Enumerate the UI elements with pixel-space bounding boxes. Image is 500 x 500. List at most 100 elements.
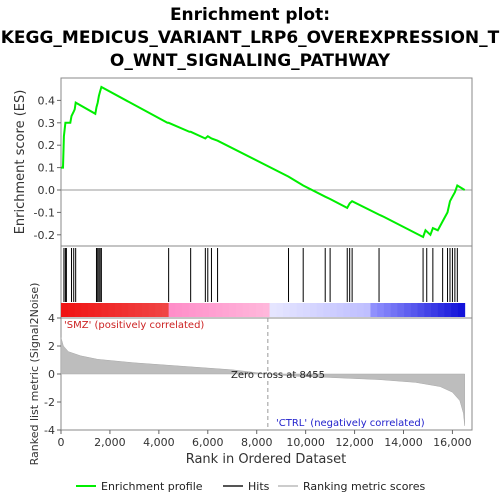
- legend-hits-label: Hits: [248, 480, 270, 493]
- plot-title-line1: Enrichment plot:: [170, 5, 330, 25]
- es-y-tick-label: 0.3: [38, 117, 56, 130]
- rank-color-segment: [330, 303, 338, 317]
- rank-color-segment: [370, 303, 378, 317]
- legend-enrichment-label: Enrichment profile: [101, 480, 203, 493]
- rank-color-segment: [94, 303, 102, 317]
- x-tick-label: 0: [58, 436, 65, 449]
- metric-y-tick-label: 2: [48, 340, 55, 353]
- rank-color-segment: [350, 303, 358, 317]
- rank-color-segment: [323, 303, 331, 317]
- enrichment-profile-group: [61, 85, 466, 239]
- rank-color-segment: [182, 303, 190, 317]
- rank-color-segment: [390, 303, 398, 317]
- x-tick-label: 16,000: [433, 436, 472, 449]
- x-axis-ticks: 0 2,000 4,000 6,000 8,000 10,000 12,000 14,000 1…: [58, 430, 472, 449]
- rank-color-segment: [141, 303, 149, 317]
- x-tick-label: 2,000: [94, 436, 126, 449]
- rank-color-segment: [437, 303, 445, 317]
- rank-color-segment: [148, 303, 156, 317]
- x-tick-label: 10,000: [286, 436, 325, 449]
- rank-color-segment: [276, 303, 284, 317]
- es-y-tick-label: -0.1: [34, 206, 55, 219]
- rank-color-segment: [135, 303, 143, 317]
- es-y-tick-label: 0.1: [38, 162, 56, 175]
- metric-y-tick-label: 0: [48, 368, 55, 381]
- metric-y-tick-label: -4: [44, 424, 55, 437]
- es-y-tick-label: 0.2: [38, 139, 56, 152]
- rank-color-segment: [188, 303, 197, 317]
- rank-color-segment: [404, 303, 412, 317]
- ranked-metric-area: [60, 337, 465, 426]
- x-tick-label: 4,000: [143, 436, 175, 449]
- rank-color-segment: [410, 303, 419, 317]
- rank-color-segment: [168, 303, 176, 317]
- rank-color-segment: [155, 303, 163, 317]
- rank-color-segment: [242, 303, 250, 317]
- x-tick-label: 12,000: [335, 436, 374, 449]
- rank-color-segment: [383, 303, 392, 317]
- es-y-tick-label: 0.4: [38, 94, 56, 107]
- x-tick-label: 14,000: [384, 436, 423, 449]
- rank-color-segment: [249, 303, 257, 317]
- metric-area-group: [60, 318, 465, 430]
- es-y-axis-ticks: -0.2 -0.1 0.0 0.1 0.2 0.3 0.4: [34, 94, 61, 242]
- x-axis-label: Rank in Ordered Dataset: [186, 452, 347, 467]
- rank-color-segment: [128, 303, 136, 317]
- es-y-tick-label: 0.0: [38, 184, 56, 197]
- rank-color-segment: [444, 303, 452, 317]
- rank-color-segment: [417, 303, 425, 317]
- rank-color-segment: [397, 303, 405, 317]
- rank-color-segment: [451, 303, 459, 317]
- legend-metric-label: Ranking metric scores: [303, 480, 425, 493]
- rank-color-segment: [222, 303, 230, 317]
- rank-color-segment: [336, 303, 345, 317]
- rank-color-segment: [81, 303, 89, 317]
- rank-color-segment: [303, 303, 311, 317]
- rank-color-segment: [431, 303, 439, 317]
- zero-cross-label: Zero cross at 8455: [231, 370, 325, 381]
- rank-color-segment: [296, 303, 304, 317]
- rank-color-segment: [121, 303, 129, 317]
- rank-color-segment: [363, 303, 371, 317]
- metric-y-tick-label: -2: [44, 396, 55, 409]
- rank-color-segment: [377, 303, 385, 317]
- rank-color-segment: [283, 303, 291, 317]
- rank-color-segment: [357, 303, 365, 317]
- x-tick-label: 6,000: [192, 436, 224, 449]
- rank-color-segment: [108, 303, 116, 317]
- positive-correlation-label: 'SMZ' (positively correlated): [64, 320, 204, 331]
- metric-y-axis-ticks: -4 -2 0 2 4: [44, 312, 61, 437]
- rank-color-segment: [309, 303, 318, 317]
- rank-color-segment: [87, 303, 96, 317]
- rank-color-segment: [269, 303, 277, 317]
- negative-correlation-label: 'CTRL' (negatively correlated): [276, 418, 425, 429]
- rank-color-segment: [215, 303, 223, 317]
- plot-title-line2: KEGG_MEDICUS_VARIANT_LRP6_OVEREXPRESSION…: [1, 28, 500, 48]
- x-tick-label: 8,000: [241, 436, 273, 449]
- rank-color-segment: [114, 303, 123, 317]
- rank-color-segment: [101, 303, 109, 317]
- enrichment-profile-line: [61, 85, 466, 239]
- rank-color-segment: [195, 303, 203, 317]
- rank-color-bar: [61, 303, 466, 317]
- rank-color-segment: [229, 303, 237, 317]
- rank-color-segment: [61, 303, 69, 317]
- plot-title-line3: O_WNT_SIGNALING_PATHWAY: [110, 51, 391, 71]
- metric-y-tick-label: 4: [48, 312, 55, 325]
- rank-color-segment: [256, 303, 264, 317]
- rank-color-segment: [424, 303, 432, 317]
- metric-y-axis-label: Ranked list metric (Signal2Noise): [28, 283, 41, 466]
- rank-color-segment: [235, 303, 244, 317]
- rank-color-segment: [343, 303, 351, 317]
- rank-color-segment: [202, 303, 210, 317]
- rank-color-segment: [74, 303, 82, 317]
- rank-color-segment: [209, 303, 217, 317]
- es-y-tick-label: -0.2: [34, 229, 55, 242]
- rank-color-segment: [457, 303, 466, 317]
- rank-color-segment: [175, 303, 183, 317]
- rank-color-segment: [316, 303, 324, 317]
- rank-color-segment: [67, 303, 75, 317]
- legend: Enrichment profile Hits Ranking metric s…: [76, 480, 425, 493]
- es-panel-frame: [60, 77, 473, 247]
